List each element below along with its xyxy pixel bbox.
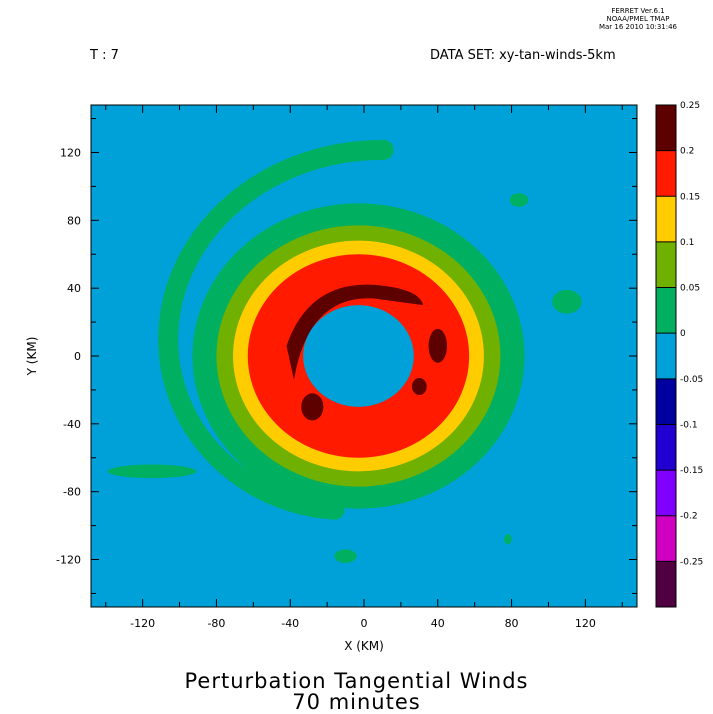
y-tick-label: 40 xyxy=(67,282,81,295)
ferret-org: NOAA/PMEL TMAP xyxy=(606,15,670,23)
y-tick-label: 120 xyxy=(60,146,81,159)
chart-subtitle: 70 minutes xyxy=(292,690,421,714)
colorbar-label: -0.15 xyxy=(680,466,703,476)
colorbar-swatch xyxy=(656,241,676,288)
x-tick-label: -120 xyxy=(130,617,155,630)
x-tick-label: 120 xyxy=(575,617,596,630)
colorbar-swatch xyxy=(656,515,676,562)
ferret-stamp: FERRET Ver.6.1 NOAA/PMEL TMAP Mar 16 201… xyxy=(598,7,678,31)
colorbar-label: -0.2 xyxy=(680,512,698,522)
colorbar-swatch xyxy=(656,470,676,516)
colorbar-label: 0 xyxy=(680,329,686,339)
colorbar-swatch xyxy=(656,150,676,197)
x-tick-label: 0 xyxy=(361,617,368,630)
colorbar-label: -0.05 xyxy=(680,375,703,385)
colorbar-swatch xyxy=(656,424,676,471)
chart-title: Perturbation Tangential Winds xyxy=(184,669,529,693)
y-tick-label: 80 xyxy=(67,214,81,227)
colorbar-label: -0.25 xyxy=(680,557,703,567)
colorbar-swatch xyxy=(656,105,676,151)
colorbar-label: 0.1 xyxy=(680,238,694,248)
y-tick-label: -40 xyxy=(63,418,81,431)
time-step-label: T : 7 xyxy=(90,48,119,63)
colorbar-swatch xyxy=(656,378,676,425)
ferret-timestamp: Mar 16 2010 10:31:46 xyxy=(598,23,678,31)
core-band-0.2-0.25 xyxy=(286,284,424,380)
colorbar-label: 0.05 xyxy=(680,284,700,294)
y-axis-title: Y (KM) xyxy=(25,337,39,377)
colorbar-swatch xyxy=(656,561,676,607)
colorbar-swatch xyxy=(656,287,676,334)
colorbar-label: 0.15 xyxy=(680,192,700,202)
colorbar-label: -0.1 xyxy=(680,420,698,430)
y-tick-label: -80 xyxy=(63,486,81,499)
patch-0-0.05 xyxy=(334,549,357,563)
x-tick-label: 80 xyxy=(505,617,519,630)
patch-0-0.05 xyxy=(552,289,582,314)
patch-0-0.05 xyxy=(509,193,529,207)
core-band-0.2-0.25 xyxy=(411,378,427,396)
colorbar-swatch xyxy=(656,333,676,379)
core-band-0.2-0.25 xyxy=(428,328,448,363)
x-tick-label: -80 xyxy=(207,617,225,630)
colorbar-label: 0.25 xyxy=(680,101,700,111)
inner-ring xyxy=(303,305,414,407)
colorbar-label: 0.2 xyxy=(680,147,694,157)
patch-0-0.05 xyxy=(504,534,512,545)
x-tick-label: 40 xyxy=(431,617,445,630)
x-tick-label: -40 xyxy=(281,617,299,630)
dataset-label: DATA SET: xy-tan-winds-5km xyxy=(430,48,616,63)
core-band-0.2-0.25 xyxy=(301,393,324,421)
x-axis-title: X (KM) xyxy=(344,639,384,653)
y-tick-label: -120 xyxy=(56,554,81,567)
y-tick-label: 0 xyxy=(74,350,81,363)
colorbar-swatch xyxy=(656,196,676,242)
ferret-version: FERRET Ver.6.1 xyxy=(611,7,665,15)
patch-0-0.05 xyxy=(107,464,197,479)
